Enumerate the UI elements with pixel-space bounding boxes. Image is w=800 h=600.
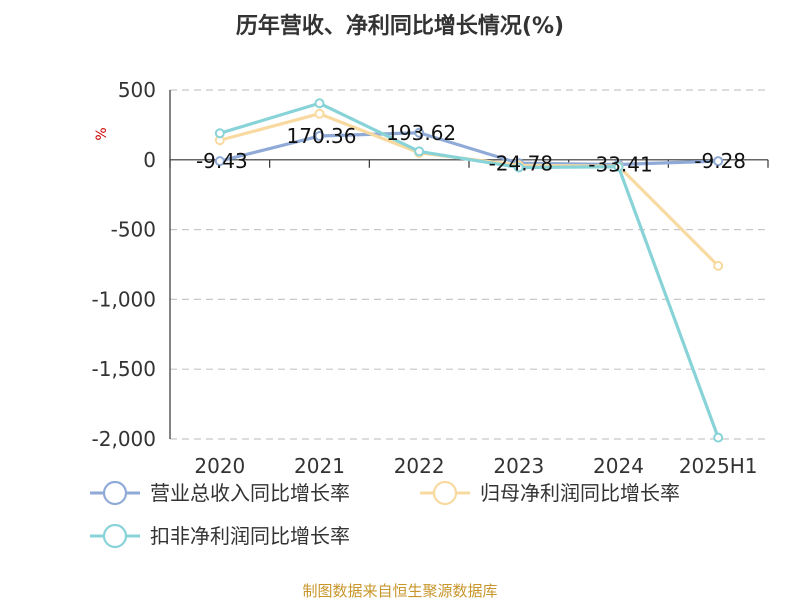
- series-3-point: [713, 432, 724, 443]
- series-line-3: [219, 101, 720, 439]
- series-1-point: [214, 156, 225, 167]
- series-1-point: [414, 127, 425, 138]
- series-2-point: [713, 260, 724, 271]
- series-3-point: [414, 146, 425, 157]
- legend-marker: [102, 480, 128, 506]
- series-1-point: [713, 156, 724, 167]
- grid: [170, 89, 768, 440]
- data-label: -24.78: [489, 151, 553, 175]
- series-3-point: [513, 162, 524, 173]
- x-tick-label: 2023: [493, 454, 544, 478]
- axes: 500 0 -500 -1,000 -1,500 -2,000 2020 2021 2022 20…: [92, 78, 769, 478]
- series-1-point: [314, 131, 325, 142]
- series-line-1: [219, 131, 719, 167]
- x-tick-label: 2021: [294, 454, 345, 478]
- y-tick-label: 0: [143, 148, 156, 172]
- source-note: 制图数据来自恒生聚源数据库: [302, 582, 497, 600]
- legend-marker: [432, 480, 458, 506]
- x-tick-label: 2022: [394, 454, 445, 478]
- y-tick-label: -1,500: [92, 357, 156, 381]
- x-tick-label: 2024: [593, 454, 644, 478]
- data-label: 170.36: [287, 124, 357, 148]
- data-label: -33.41: [588, 152, 652, 176]
- legend-label: 营业总收入同比增长率: [150, 481, 350, 505]
- data-labels: -9.43 170.36 193.62 -24.78 -33.41 -9.28: [196, 121, 746, 177]
- y-tick-label: -500: [111, 218, 156, 242]
- data-label: 193.62: [386, 121, 456, 145]
- legend-label: 归母净利润同比增长率: [480, 481, 680, 505]
- data-label: -9.43: [196, 149, 248, 173]
- y-tick-label: 500: [118, 78, 156, 102]
- y-unit-label: %: [94, 127, 110, 140]
- y-tick-label: -1,000: [92, 287, 156, 311]
- chart-title: 历年营收、净利同比增长情况(%): [236, 13, 564, 39]
- series-lines: [214, 98, 724, 443]
- series-3-point: [314, 98, 325, 109]
- x-tick-label: 2025H1: [679, 454, 758, 478]
- series-3-point: [613, 161, 624, 172]
- series-2-point: [314, 108, 325, 119]
- legend-label: 扣非净利润同比增长率: [150, 524, 350, 548]
- y-tick-label: -2,000: [92, 427, 156, 451]
- series-3-point: [214, 128, 225, 139]
- legend-marker: [102, 523, 128, 549]
- x-tick-label: 2020: [194, 454, 245, 478]
- data-label: -9.28: [694, 149, 746, 173]
